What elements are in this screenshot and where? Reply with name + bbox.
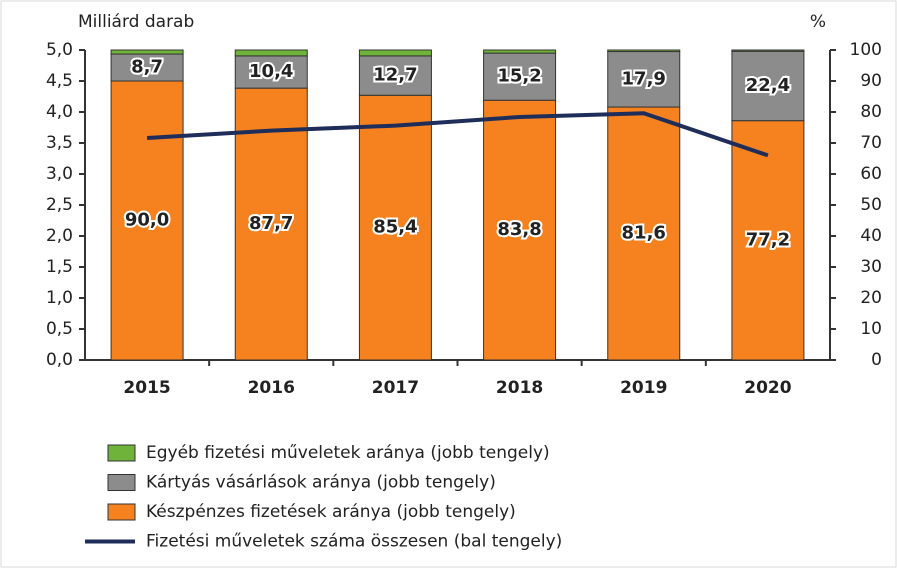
y2-tick-label: 40 (860, 226, 882, 246)
data-label: 83,8 (497, 219, 541, 240)
y2-tick-label: 20 (860, 288, 882, 308)
y2-axis-label: % (810, 12, 826, 32)
data-label: 90,0 (125, 210, 169, 231)
line (146, 111, 769, 158)
y-tick-label: 2,5 (46, 195, 73, 215)
y-tick-label: 0,5 (46, 319, 73, 339)
data-label: 12,7 (373, 65, 417, 86)
bar-segment (110, 53, 184, 82)
data-label: 87,7 (249, 213, 293, 234)
x-tick-label: 2015 (123, 378, 170, 398)
y2-tick-label: 100 (850, 40, 882, 60)
y2-tick-label: 50 (860, 195, 882, 215)
bar-segment (483, 49, 557, 54)
bar-segment (731, 50, 805, 122)
y2-tick-label: 30 (860, 257, 882, 277)
data-label: 15,2 (497, 66, 541, 87)
y-tick-label: 1,0 (46, 288, 73, 308)
bar-segment (358, 49, 432, 57)
bar-segment (110, 49, 184, 55)
legend-label: Egyéb fizetési műveletek aránya (jobb te… (146, 443, 550, 463)
y-tick-label: 5,0 (46, 40, 73, 60)
data-label: 8,7 (131, 57, 163, 78)
legend-swatch (107, 474, 136, 491)
bar-segment (234, 55, 308, 89)
bar-segment (607, 51, 681, 108)
bar-segment (110, 80, 184, 361)
y2-tick-label: 90 (860, 71, 882, 91)
bar-segment (358, 55, 432, 96)
bar-segment (483, 99, 557, 361)
y-tick-label: 0,0 (46, 350, 73, 370)
bar-segment (234, 49, 308, 57)
data-label: 22,4 (746, 75, 790, 96)
legend-swatch (107, 444, 136, 462)
data-label: 85,4 (373, 217, 417, 238)
y-axis-label: Milliárd darab (78, 12, 194, 32)
y2-tick-label: 70 (860, 133, 882, 153)
data-label: 10,4 (249, 61, 293, 82)
data-label: 77,2 (746, 229, 790, 250)
bar-segment (607, 49, 681, 53)
y2-tick-label: 80 (860, 102, 882, 122)
x-tick-label: 2020 (744, 378, 791, 398)
y-tick-label: 1,5 (46, 257, 73, 277)
x-tick-label: 2019 (620, 378, 667, 398)
bar-segment (483, 52, 557, 101)
x-tick-label: 2016 (248, 378, 295, 398)
data-label: 81,6 (622, 223, 666, 244)
y-tick-label: 4,0 (46, 102, 73, 122)
legend-label: Kártyás vásárlások aránya (jobb tengely) (146, 473, 496, 493)
bar-segment (607, 106, 681, 361)
y-tick-label: 3,5 (46, 133, 73, 153)
bar-segment (731, 49, 805, 52)
legend-swatch (107, 503, 136, 521)
legend-label: Fizetési műveletek száma összesen (bal t… (146, 532, 562, 552)
y-tick-label: 2,0 (46, 226, 73, 246)
x-tick-label: 2018 (496, 378, 543, 398)
y-tick-label: 4,5 (46, 71, 73, 91)
bar-segment (358, 94, 432, 361)
legend-label: Készpénzes fizetések aránya (jobb tengel… (146, 502, 516, 522)
x-tick-label: 2017 (372, 378, 419, 398)
y2-tick-label: 0 (871, 350, 882, 370)
bar-segment (731, 120, 805, 361)
y2-tick-label: 10 (860, 319, 882, 339)
data-label: 17,9 (622, 68, 666, 89)
y2-tick-label: 60 (860, 164, 882, 184)
y-tick-label: 3,0 (46, 164, 73, 184)
